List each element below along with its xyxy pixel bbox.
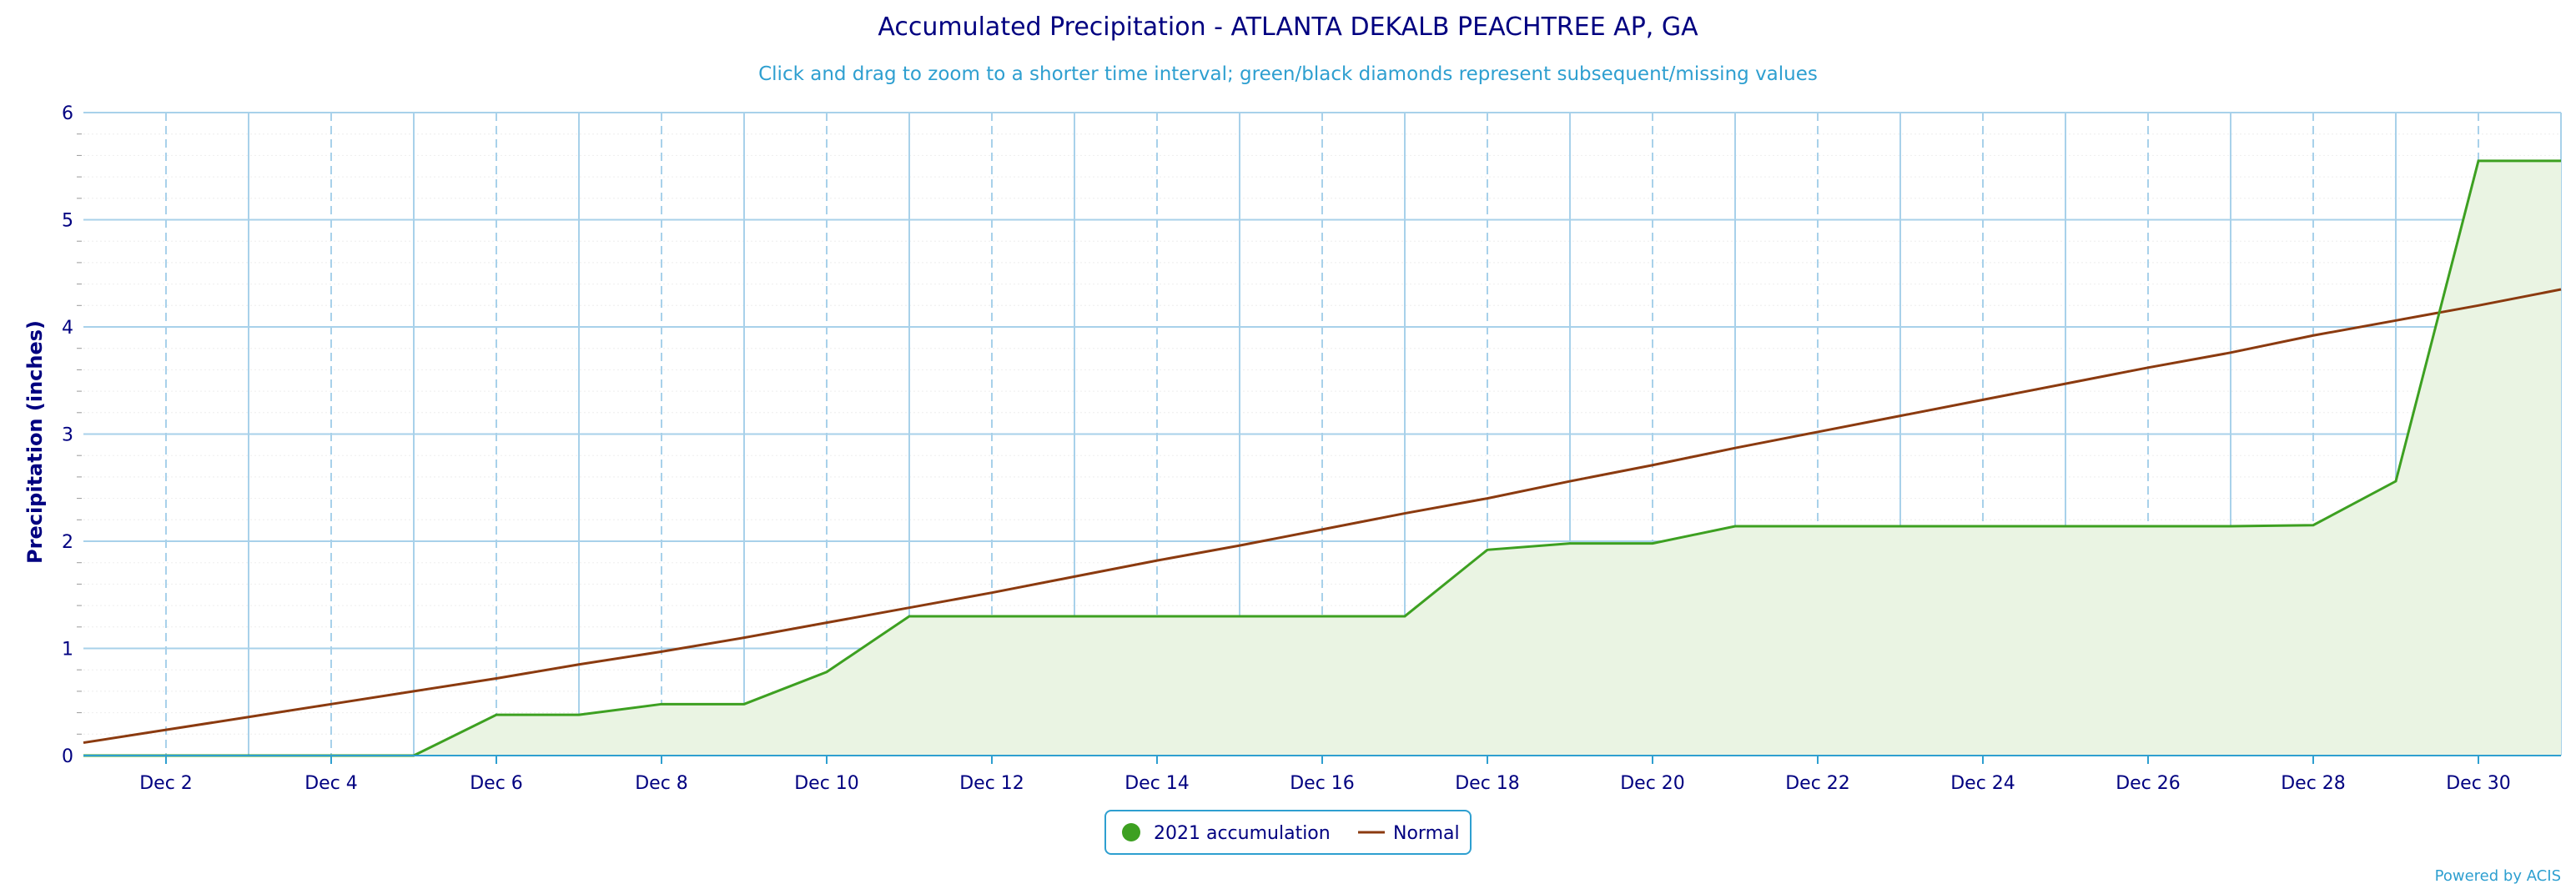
x-tick-label: Dec 28 — [2281, 773, 2346, 794]
y-tick-label: 2 — [62, 532, 73, 553]
y-tick-label: 1 — [62, 640, 73, 660]
x-tick-label: Dec 10 — [794, 773, 859, 794]
x-axis-ticks: Dec 2 Dec 4 Dec 6 Dec 8 Dec 10 Dec 12 Dec 14 De… — [139, 756, 2511, 794]
legend[interactable]: 2021 accumulation Normal — [1104, 810, 1472, 855]
credits-link[interactable]: Powered by ACIS — [2435, 867, 2561, 885]
chart-subtitle: Click and drag to zoom to a shorter time… — [758, 63, 1818, 85]
x-tick-label: Dec 14 — [1124, 773, 1190, 794]
legend-item-accumulation[interactable]: 2021 accumulation — [1122, 823, 1331, 844]
y-axis-ticks: 0 1 2 3 4 5 6 — [62, 103, 73, 767]
x-tick-label: Dec 6 — [470, 773, 523, 794]
normal-series-line[interactable] — [83, 288, 2562, 745]
x-tick-label: Dec 22 — [1785, 773, 1850, 794]
legend-box — [1104, 810, 1472, 855]
x-tick-label: Dec 2 — [139, 773, 193, 794]
y-tick-label: 5 — [62, 211, 73, 232]
chart-title: Accumulated Precipitation - ATLANTA DEKA… — [878, 13, 1698, 42]
y-axis-title: Precipitation (inches) — [23, 320, 47, 564]
x-tick-label: Dec 8 — [635, 773, 688, 794]
y-tick-label: 0 — [62, 746, 73, 767]
y-tick-label: 6 — [62, 103, 73, 124]
x-tick-label: Dec 16 — [1290, 773, 1355, 794]
x-tick-label: Dec 4 — [304, 773, 358, 794]
x-tick-label: Dec 12 — [959, 773, 1024, 794]
y-tick-label: 4 — [62, 318, 73, 339]
legend-item-normal[interactable]: Normal — [1358, 823, 1460, 844]
accumulation-area-fill — [83, 160, 2561, 756]
x-tick-label: Dec 20 — [1620, 773, 1685, 794]
x-tick-label: Dec 30 — [2446, 773, 2511, 794]
accumulation-series-line[interactable] — [83, 159, 2561, 757]
x-tick-label: Dec 18 — [1455, 773, 1520, 794]
x-tick-label: Dec 24 — [1950, 773, 2015, 794]
y-tick-label: 3 — [62, 425, 73, 446]
legend-label-accumulation: 2021 accumulation — [1154, 823, 1331, 844]
x-tick-label: Dec 26 — [2116, 773, 2181, 794]
legend-label-normal: Normal — [1393, 823, 1460, 844]
legend-marker-accumulation — [1122, 823, 1140, 841]
